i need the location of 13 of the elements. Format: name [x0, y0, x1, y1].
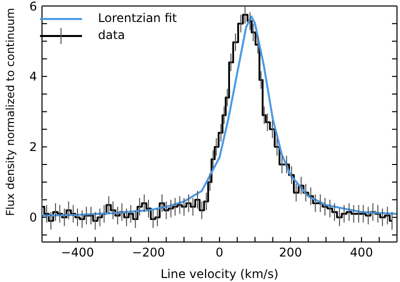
x-tick-label: 200: [279, 246, 302, 260]
legend-label: data: [98, 27, 126, 44]
x-tick-label: 400: [350, 246, 373, 260]
y-tick-label: 0: [29, 210, 37, 225]
y-axis-title: Flux density normalized to continuum: [4, 8, 17, 216]
y-tick-label: 2: [29, 140, 37, 154]
x-tick-label: −400: [61, 246, 94, 260]
legend-label: Lorentzian fit: [98, 10, 177, 27]
y-tick-label: 6: [29, 0, 37, 14]
x-tick-label: 0: [216, 246, 224, 260]
x-tick-label: −200: [132, 246, 165, 260]
x-axis-title: Line velocity (km/s): [160, 267, 278, 281]
y-tick-label: 4: [29, 70, 37, 84]
